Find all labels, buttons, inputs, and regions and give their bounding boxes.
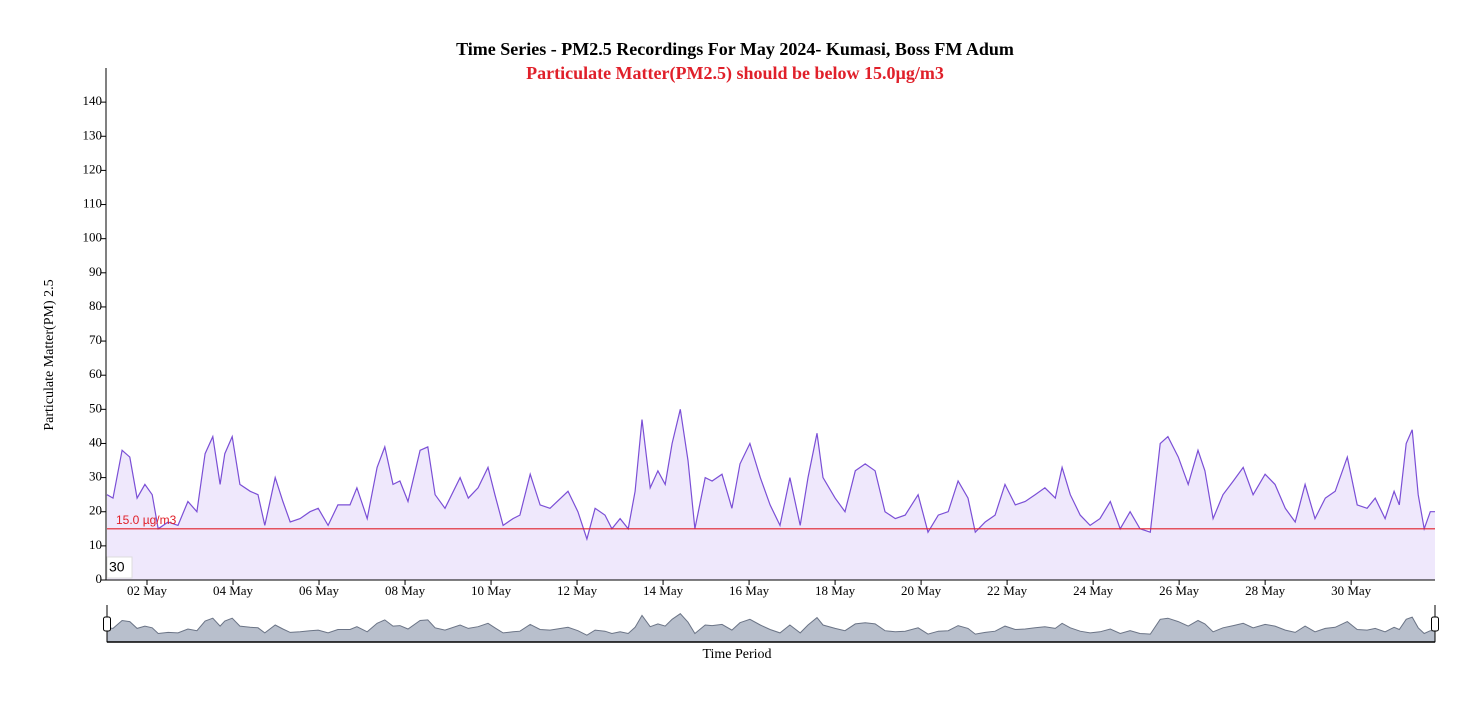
- y-tick-label: 0: [96, 571, 103, 586]
- y-tick-label: 140: [83, 93, 103, 108]
- x-axis-title: Time Period: [702, 647, 771, 662]
- navigator-handle: [103, 616, 111, 632]
- annotation-box: [106, 556, 133, 579]
- y-tick-label: 130: [83, 127, 103, 142]
- y-tick-label: 100: [83, 230, 103, 245]
- x-tick-label: 28 May: [1245, 583, 1286, 598]
- area-fill: [107, 409, 1435, 580]
- x-tick-label: 08 May: [385, 583, 426, 598]
- x-tick-label: 14 May: [643, 583, 684, 598]
- x-tick-label: 22 May: [987, 583, 1028, 598]
- y-tick-label: 90: [89, 264, 102, 279]
- y-tick-label: 10: [89, 537, 102, 552]
- series-line: [106, 409, 1435, 542]
- y-tick-label: 120: [83, 161, 103, 176]
- y-tick-label: 110: [83, 196, 102, 211]
- x-tick-label: 06 May: [299, 583, 340, 598]
- navigator-area: [106, 613, 1436, 643]
- x-tick-label: 16 May: [729, 583, 770, 598]
- y-tick-label: 80: [89, 298, 102, 313]
- y-axis-title: Particulate Matter(PM) 2.5: [42, 279, 57, 430]
- annotation: 30: [109, 559, 125, 575]
- navigator-handle: [1431, 616, 1439, 632]
- y-tick-label: 30: [89, 469, 102, 484]
- y-tick-label: 60: [89, 366, 102, 381]
- y-tick-label: 20: [89, 503, 102, 518]
- x-tick-label: 20 May: [901, 583, 942, 598]
- x-tick-label: 04 May: [213, 583, 254, 598]
- chart-title: Time Series - PM2.5 Recordings For May 2…: [456, 39, 1014, 59]
- x-tick-label: 02 May: [127, 583, 168, 598]
- y-tick-label: 50: [89, 400, 102, 415]
- x-tick-label: 26 May: [1159, 583, 1200, 598]
- x-tick-label: 12 May: [557, 583, 598, 598]
- y-tick-label: 70: [89, 332, 102, 347]
- x-tick-label: 18 May: [815, 583, 856, 598]
- y-tick-label: 40: [89, 434, 102, 449]
- threshold-label: 15.0 µg/m3: [116, 513, 177, 527]
- x-tick-label: 30 May: [1331, 583, 1372, 598]
- chart-subtitle: Particulate Matter(PM2.5) should be belo…: [526, 63, 944, 84]
- x-tick-label: 10 May: [471, 583, 512, 598]
- x-tick-label: 24 May: [1073, 583, 1114, 598]
